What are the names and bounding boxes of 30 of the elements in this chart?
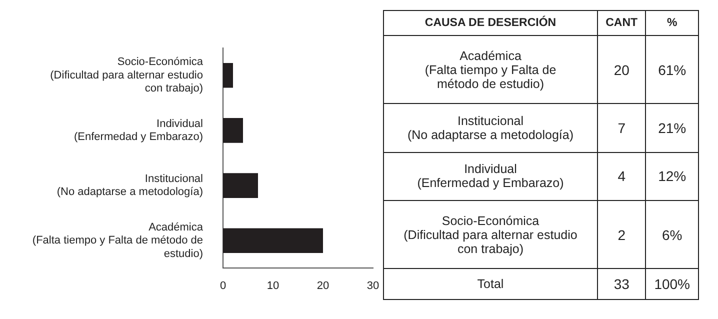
y-tick-label: Académica (Falta tiempo y Falta de método de estudio) (32, 221, 204, 260)
text: % (646, 10, 698, 36)
text: Socio-Económica (Dificultad para alternar estudio con trabajo) (384, 200, 598, 269)
bar (223, 228, 323, 254)
text: 100% (646, 268, 698, 300)
x-tick-label: 20 (316, 280, 330, 292)
text: Total (384, 268, 598, 300)
text: 4 (598, 152, 646, 200)
text: Institucional (No adaptarse a metodología) (384, 104, 598, 152)
y-tick-label: Socio-Económica (Dificultad para alternar estudio con trabajo) (50, 56, 204, 95)
text: Académica (Falta tiempo y Falta de método de estudio) (384, 35, 598, 104)
text: 12% (646, 152, 698, 200)
text: CAUSA DE DESERCIÓN (384, 10, 598, 36)
text: 61% (646, 35, 698, 104)
text: 2 (598, 200, 646, 269)
text: 6% (646, 200, 698, 269)
text: 21% (646, 104, 698, 152)
y-tick-label: Individual (Enfermedad y Embarazo) (74, 118, 203, 144)
text: 20 (598, 35, 646, 104)
text: Individual (Enfermedad y Embarazo) (384, 152, 598, 200)
y-tick-label: Institucional (No adaptarse a metodología) (56, 172, 203, 198)
text: CANT (598, 10, 646, 36)
x-tick-label: 0 (220, 280, 226, 292)
text: 7 (598, 104, 646, 152)
x-tick-label: 10 (266, 280, 280, 292)
bar (223, 118, 243, 143)
bar (223, 173, 258, 198)
text: 33 (598, 268, 646, 300)
x-tick-label: 30 (366, 280, 380, 292)
bar (223, 62, 233, 88)
